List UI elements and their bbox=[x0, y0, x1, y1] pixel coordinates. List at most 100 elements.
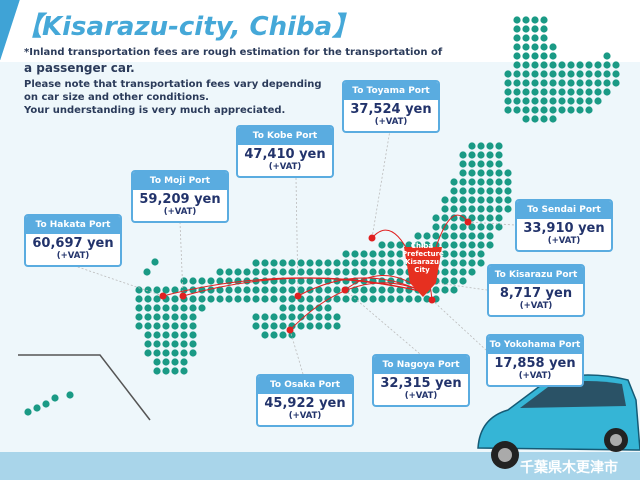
map-dot bbox=[171, 349, 179, 357]
route-kobe bbox=[297, 277, 425, 297]
map-dot bbox=[234, 295, 242, 303]
map-dot bbox=[531, 43, 539, 51]
island-dot bbox=[51, 394, 59, 402]
map-dot bbox=[450, 250, 458, 258]
map-dot bbox=[333, 286, 341, 294]
map-dot bbox=[504, 106, 512, 114]
map-dot bbox=[468, 178, 476, 186]
island-dot bbox=[66, 391, 74, 399]
map-dot bbox=[459, 169, 467, 177]
map-dot bbox=[450, 241, 458, 249]
map-dot bbox=[315, 295, 323, 303]
map-dot bbox=[207, 277, 215, 285]
map-dot bbox=[450, 205, 458, 213]
map-dot bbox=[360, 268, 368, 276]
map-dot bbox=[387, 250, 395, 258]
map-dot bbox=[180, 313, 188, 321]
map-dot bbox=[297, 259, 305, 267]
note-line: Please note that transportation fees var… bbox=[24, 79, 322, 90]
map-dot bbox=[585, 106, 593, 114]
map-dot bbox=[180, 349, 188, 357]
map-dot bbox=[198, 304, 206, 312]
map-dot bbox=[441, 277, 449, 285]
route-osaka bbox=[289, 282, 425, 331]
map-dot bbox=[261, 286, 269, 294]
map-dot bbox=[477, 160, 485, 168]
map-dot bbox=[162, 331, 170, 339]
map-dot bbox=[477, 205, 485, 213]
map-dot bbox=[279, 295, 287, 303]
map-dot bbox=[522, 115, 530, 123]
map-dot bbox=[468, 223, 476, 231]
map-dot bbox=[180, 358, 188, 366]
port-vat: (+VAT) bbox=[374, 117, 408, 127]
map-dot bbox=[450, 223, 458, 231]
map-dot bbox=[522, 25, 530, 33]
map-dot bbox=[459, 259, 467, 267]
map-dot bbox=[279, 313, 287, 321]
port-price: 8,717 yen bbox=[499, 286, 573, 301]
map-dot bbox=[270, 268, 278, 276]
island-dot bbox=[151, 258, 159, 266]
map-dot bbox=[216, 277, 224, 285]
map-dot bbox=[261, 313, 269, 321]
map-dot bbox=[459, 187, 467, 195]
map-dot bbox=[405, 241, 413, 249]
map-dot bbox=[441, 241, 449, 249]
note-line: a passenger car. bbox=[24, 61, 135, 75]
map-dot bbox=[603, 61, 611, 69]
port-vat: (+VAT) bbox=[268, 162, 302, 172]
map-dot bbox=[153, 367, 161, 375]
map-dot bbox=[351, 250, 359, 258]
port-name: To Hakata Port bbox=[26, 216, 120, 234]
map-dot bbox=[189, 331, 197, 339]
map-dot bbox=[549, 106, 557, 114]
note-line: *Inland transportation fees are rough es… bbox=[24, 47, 443, 58]
map-dot bbox=[162, 349, 170, 357]
map-dot bbox=[459, 223, 467, 231]
map-dot bbox=[585, 70, 593, 78]
map-dot bbox=[189, 349, 197, 357]
map-dot bbox=[540, 115, 548, 123]
map-dot bbox=[315, 322, 323, 330]
map-dot bbox=[153, 322, 161, 330]
map-dot bbox=[531, 70, 539, 78]
map-dot bbox=[441, 250, 449, 258]
map-dot bbox=[360, 259, 368, 267]
leader-line-moji bbox=[179, 221, 184, 297]
map-dot bbox=[396, 286, 404, 294]
footer-japanese-label: 千葉県木更津市 bbox=[520, 460, 618, 476]
map-dot bbox=[522, 88, 530, 96]
map-dot bbox=[450, 196, 458, 204]
port-vat: (+VAT) bbox=[404, 391, 438, 401]
map-dot bbox=[459, 250, 467, 258]
map-dot bbox=[549, 115, 557, 123]
map-dot bbox=[369, 295, 377, 303]
map-dot bbox=[513, 88, 521, 96]
island-dot bbox=[24, 408, 32, 416]
map-dot bbox=[261, 331, 269, 339]
map-dot bbox=[252, 259, 260, 267]
map-dot bbox=[477, 232, 485, 240]
map-dot bbox=[567, 106, 575, 114]
map-dot bbox=[189, 295, 197, 303]
pin-line: Chiba bbox=[410, 242, 434, 250]
map-dot bbox=[423, 232, 431, 240]
map-dot bbox=[153, 313, 161, 321]
map-dot bbox=[270, 322, 278, 330]
island-dot bbox=[42, 400, 50, 408]
map-dot bbox=[297, 304, 305, 312]
map-dot bbox=[135, 304, 143, 312]
map-dot bbox=[567, 88, 575, 96]
leader-line-toyama bbox=[371, 129, 391, 239]
port-card-sendai: To Sendai Port 33,910 yen (+VAT) bbox=[515, 199, 613, 252]
map-dot bbox=[477, 142, 485, 150]
port-name: To Sendai Port bbox=[517, 201, 611, 219]
map-dot bbox=[477, 250, 485, 258]
map-dot bbox=[486, 142, 494, 150]
map-dot bbox=[189, 322, 197, 330]
map-dot bbox=[153, 304, 161, 312]
map-dot bbox=[540, 70, 548, 78]
map-dot bbox=[270, 331, 278, 339]
map-dot bbox=[513, 61, 521, 69]
